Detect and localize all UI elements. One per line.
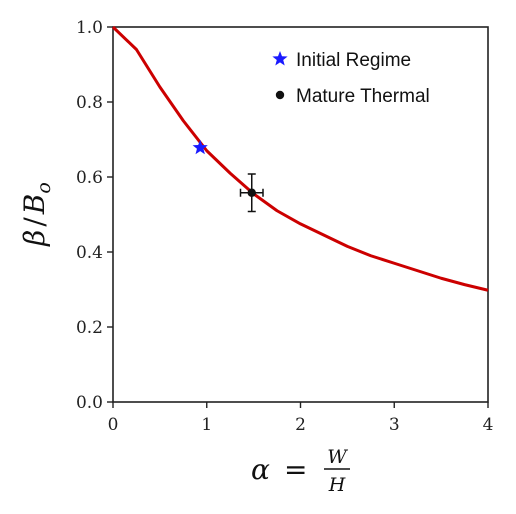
x-tick-label: 4 bbox=[483, 415, 494, 435]
model-curve bbox=[111, 25, 489, 292]
y-tick-label: 1.0 bbox=[76, 18, 103, 38]
svg-text:β/Bo: β /Bo bbox=[18, 182, 55, 247]
axis-ticks: 0 1 2 3 4 0.0 0.2 0.4 0.6 0.8 1.0 bbox=[76, 18, 493, 435]
y-axis-label: β /Bo bbox=[18, 182, 55, 247]
x-axis-label: α = W H bbox=[251, 446, 350, 496]
plot-frame bbox=[112, 26, 489, 403]
y-tick-label: 0.6 bbox=[76, 168, 103, 188]
series-layer bbox=[111, 25, 489, 292]
legend-circle-marker bbox=[275, 90, 285, 100]
y-axis-label-slash: / bbox=[18, 217, 51, 227]
y-tick-label: 0.8 bbox=[76, 93, 103, 113]
x-tick-label: 3 bbox=[389, 415, 400, 435]
legend-star-marker bbox=[272, 51, 288, 66]
plot-area: 0 1 2 3 4 0.0 0.2 0.4 0.6 0.8 1.0 bbox=[76, 18, 493, 435]
x-axis-label-numerator: W bbox=[327, 446, 348, 468]
legend: Initial Regime Mature Thermal bbox=[272, 50, 430, 107]
x-axis-label-lhs: α bbox=[251, 453, 270, 486]
y-tick-label: 0.0 bbox=[76, 393, 103, 413]
legend-label: Mature Thermal bbox=[296, 86, 430, 107]
initial-regime-point bbox=[192, 139, 208, 155]
y-axis-label-numerator: β bbox=[18, 230, 51, 247]
x-tick-label: 1 bbox=[201, 415, 212, 435]
x-axis-label-eq: = bbox=[284, 453, 307, 486]
x-tick-label: 0 bbox=[108, 415, 119, 435]
y-tick-label: 0.2 bbox=[76, 318, 103, 338]
x-axis-label-denominator: H bbox=[328, 474, 346, 496]
legend-label: Initial Regime bbox=[296, 50, 411, 71]
x-tick-label: 2 bbox=[295, 415, 306, 435]
y-tick-label: 0.4 bbox=[76, 243, 103, 263]
y-axis-label-denominator: B bbox=[18, 194, 51, 216]
y-axis-label-subscript: o bbox=[33, 182, 55, 193]
mature-thermal-point bbox=[247, 188, 256, 197]
